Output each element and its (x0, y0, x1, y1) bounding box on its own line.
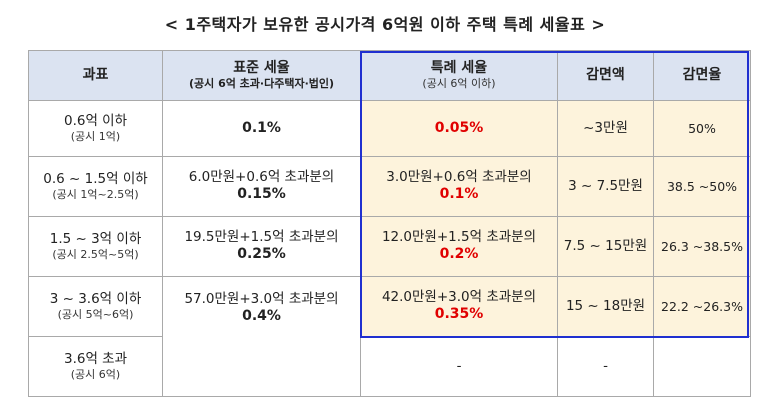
special-rate-cell: - (360, 336, 558, 397)
reduction-amount-cell: ~3만원 (557, 100, 654, 157)
header-standard-rate: 표준 세율 (공시 6억 초과·다주택자·법인) (162, 50, 361, 101)
standard-rate-cell: 57.0만원+3.0억 초과분의 0.4% (162, 276, 361, 397)
header-base: 과표 (28, 50, 163, 101)
standard-rate-cell: 0.1% (162, 100, 361, 157)
standard-rate-cell: 6.0만원+0.6억 초과분의 0.15% (162, 156, 361, 217)
reduction-amount-cell: 15 ~ 18만원 (557, 276, 654, 337)
table-row: 1.5 ~ 3억 이하 (공시 2.5억~5억) 19.5만원+1.5억 초과분… (28, 216, 751, 277)
base-cell: 1.5 ~ 3억 이하 (공시 2.5억~5억) (28, 216, 163, 277)
reduction-rate-cell: 50% (653, 100, 751, 157)
header-row: 과표 표준 세율 (공시 6억 초과·다주택자·법인) 특례 세율 (공시 6억… (28, 50, 751, 101)
special-rate-cell: 12.0만원+1.5억 초과분의 0.2% (360, 216, 558, 277)
page-title: < 1주택자가 보유한 공시가격 6억원 이하 주택 특례 세율표 > (164, 15, 606, 34)
table-row: 3.6억 초과 (공시 6억) - - (28, 336, 751, 397)
base-cell: 0.6억 이하 (공시 1억) (28, 100, 163, 157)
base-cell: 3 ~ 3.6억 이하 (공시 5억~6억) (28, 276, 163, 337)
reduction-rate-cell: 26.3 ~38.5% (653, 216, 751, 277)
table-row: 0.6억 이하 (공시 1억) 0.1% 0.05% ~3만원 50% (28, 100, 751, 157)
reduction-amount-cell: 7.5 ~ 15만원 (557, 216, 654, 277)
special-rate-cell: 42.0만원+3.0억 초과분의 0.35% (360, 276, 558, 337)
reduction-rate-cell: 22.2 ~26.3% (653, 276, 751, 337)
header-special-rate: 특례 세율 (공시 6억 이하) (360, 50, 558, 101)
header-reduction-amount: 감면액 (557, 50, 654, 101)
reduction-amount-cell: - (557, 336, 654, 397)
special-rate-cell: 0.05% (360, 100, 558, 157)
table-row: 3 ~ 3.6억 이하 (공시 5억~6억) 57.0만원+3.0억 초과분의 … (28, 276, 751, 397)
reduction-rate-cell (653, 336, 751, 397)
special-rate-cell: 3.0만원+0.6억 초과분의 0.1% (360, 156, 558, 217)
tax-rate-table: 과표 표준 세율 (공시 6억 초과·다주택자·법인) 특례 세율 (공시 6억… (28, 50, 751, 397)
base-cell: 0.6 ~ 1.5억 이하 (공시 1억~2.5억) (28, 156, 163, 217)
table-row: 0.6 ~ 1.5억 이하 (공시 1억~2.5억) 6.0만원+0.6억 초과… (28, 156, 751, 217)
reduction-amount-cell: 3 ~ 7.5만원 (557, 156, 654, 217)
standard-rate-cell: 19.5만원+1.5억 초과분의 0.25% (162, 216, 361, 277)
base-cell: 3.6억 초과 (공시 6억) (28, 336, 163, 397)
header-reduction-rate: 감면율 (653, 50, 751, 101)
reduction-rate-cell: 38.5 ~50% (653, 156, 751, 217)
